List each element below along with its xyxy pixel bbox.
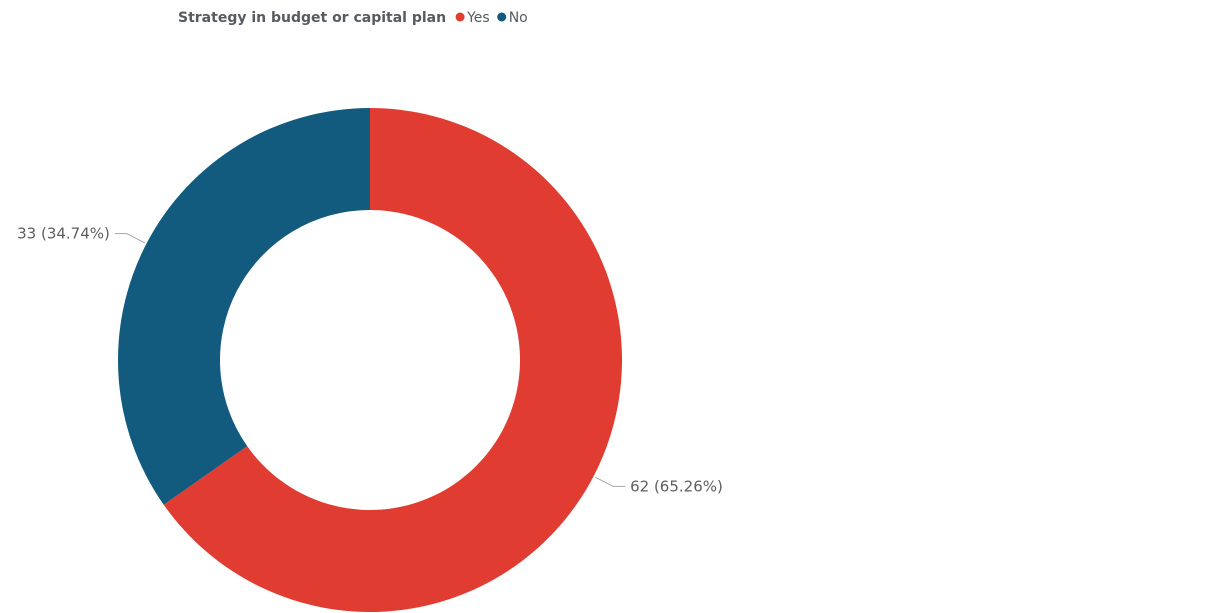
legend-label-yes[interactable]: Yes bbox=[466, 10, 490, 26]
slice-yes[interactable] bbox=[163, 108, 622, 612]
legend-title: Strategy in budget or capital plan bbox=[178, 10, 446, 26]
legend-marker-no bbox=[497, 12, 507, 22]
leader-line-no bbox=[114, 233, 145, 244]
legend: Strategy in budget or capital plan Yes No bbox=[178, 10, 528, 26]
leader-line-yes bbox=[595, 476, 626, 487]
slice-no[interactable] bbox=[117, 108, 370, 505]
data-label-no: 33 (34.74%) bbox=[17, 225, 110, 243]
legend-label-no[interactable]: No bbox=[509, 10, 528, 26]
legend-marker-yes bbox=[455, 12, 465, 22]
data-label-yes: 62 (65.26%) bbox=[630, 477, 723, 495]
